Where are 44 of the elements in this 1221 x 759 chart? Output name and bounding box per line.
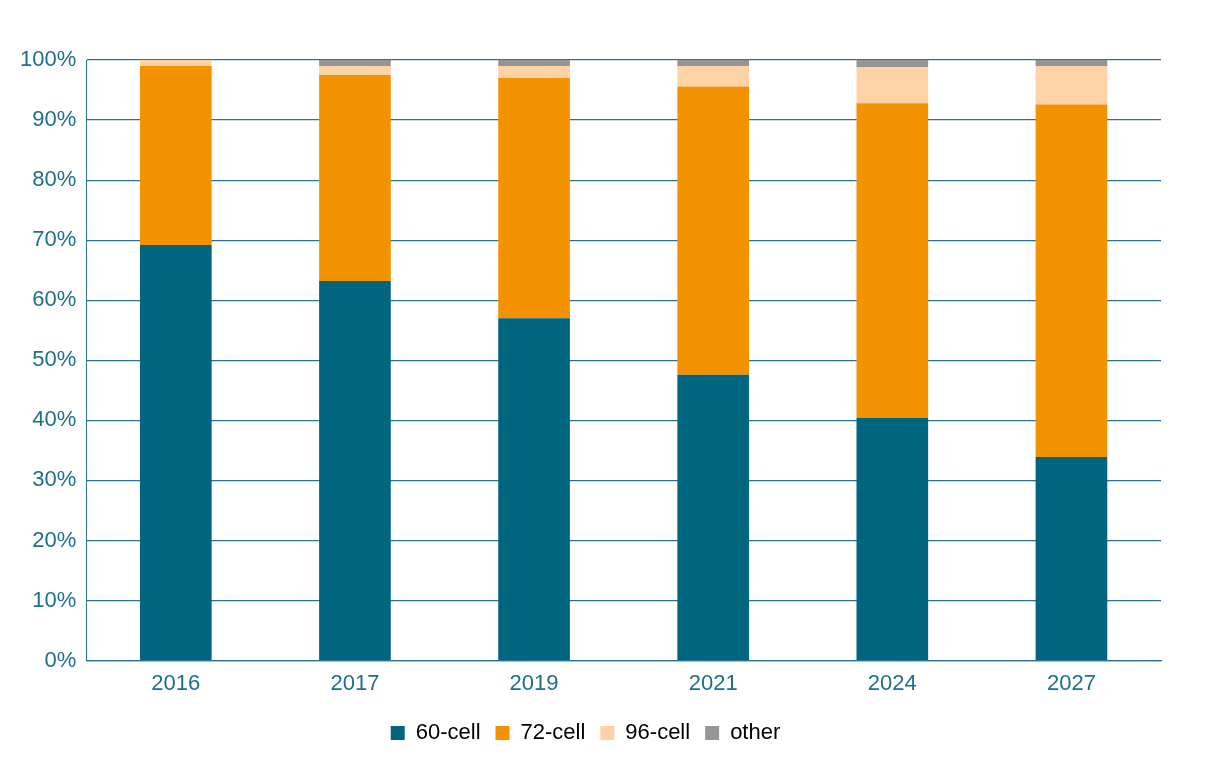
y-tick-label: 30% [32,466,77,492]
y-tick-label: 80% [32,166,77,192]
bar [140,244,212,660]
bar [677,86,750,375]
bar [319,66,391,76]
legend-label: 96-cell [625,719,691,745]
x-tick-label: 2024 [867,669,917,695]
bar [498,60,570,67]
bar [677,60,750,67]
bar [1035,60,1108,67]
legend-label: 60-cell [415,719,481,745]
legend-label: other [730,719,781,745]
y-tick-label: 10% [32,586,77,612]
bar [1035,66,1108,105]
legend-label: 72-cell [520,719,586,745]
bar [498,66,570,79]
y-tick-label: 20% [32,526,77,552]
x-tick-label: 2017 [330,669,380,695]
y-tick-label: 50% [32,346,77,372]
bar [856,103,929,418]
x-tick-label: 2027 [1046,669,1096,695]
bar [677,374,750,660]
bar [319,75,391,282]
bar [140,66,212,245]
bar [856,60,929,68]
bar [1035,457,1108,660]
x-tick-label: 2019 [509,669,559,695]
bar [140,60,212,67]
y-tick-label: 100% [19,46,77,72]
y-tick-label: 70% [32,226,77,252]
bar [677,66,750,87]
bar [498,78,570,319]
bar [498,318,570,660]
x-tick-label: 2021 [688,669,738,695]
bar [1035,104,1108,457]
bar [319,281,391,660]
x-tick-label: 2016 [151,669,201,695]
bar [319,60,391,67]
y-tick-label: 60% [32,286,77,312]
y-tick-label: 0% [44,646,77,672]
bar [856,417,929,660]
bar [856,67,929,104]
y-tick-label: 40% [32,406,77,432]
y-tick-label: 90% [32,106,77,132]
